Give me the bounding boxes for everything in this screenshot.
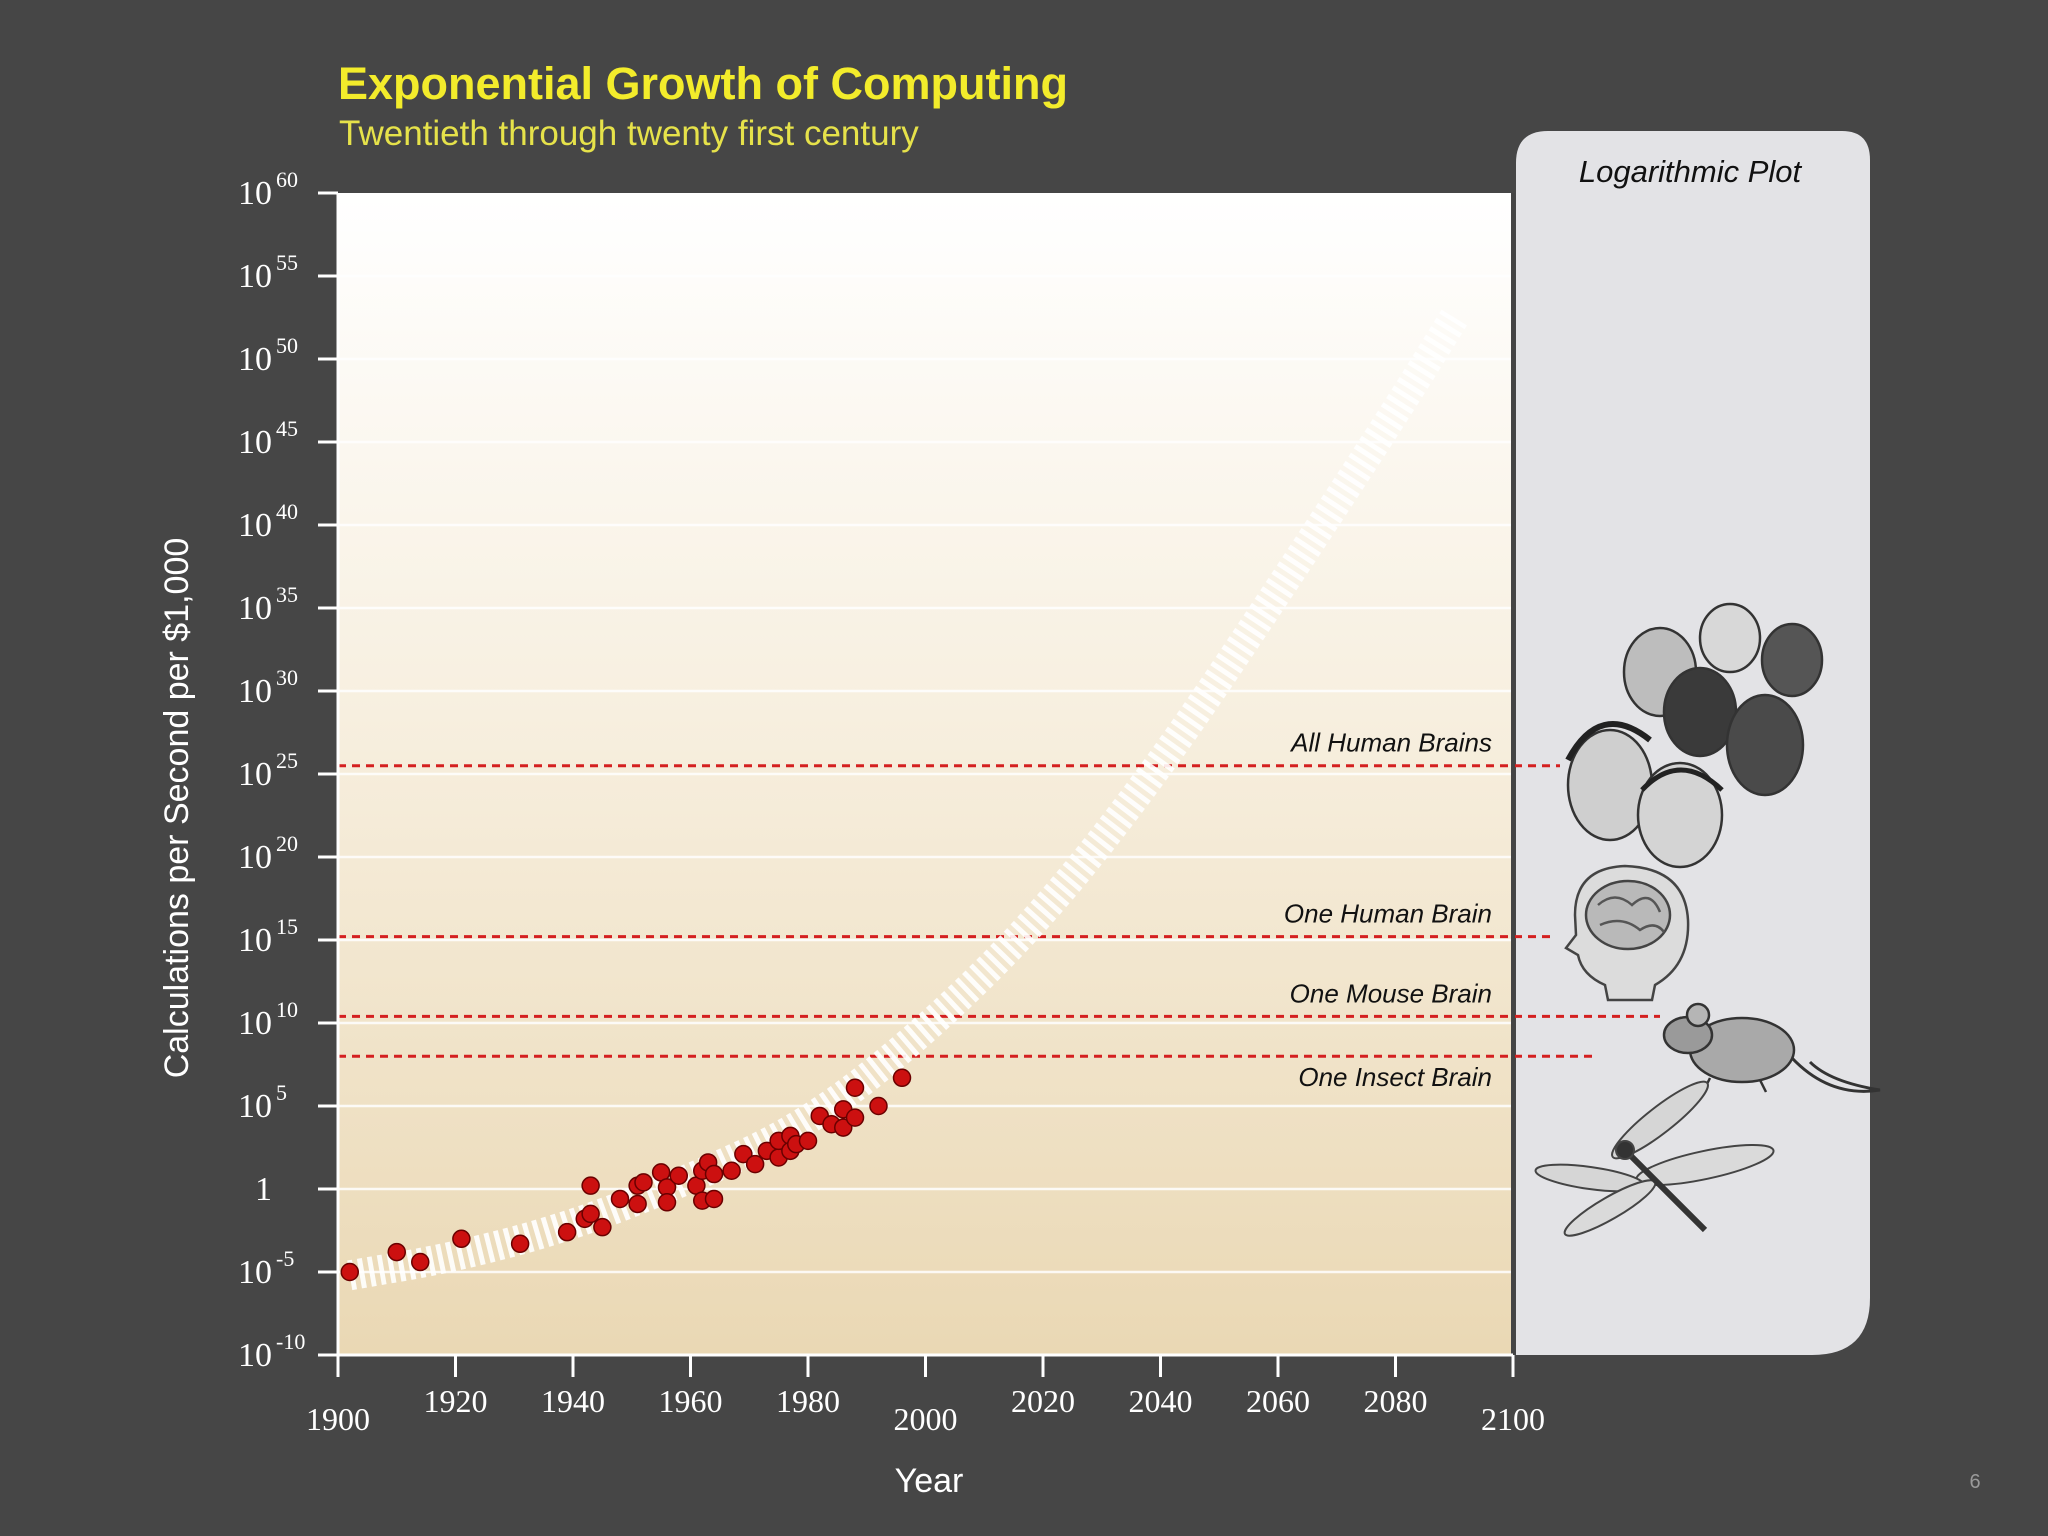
reference-lines: All Human Brains One Human Brain One Mouse… — [338, 728, 1660, 1092]
data-point — [845, 1078, 865, 1097]
gridlines — [338, 274, 1513, 1274]
y-tick-label: 10 — [238, 673, 272, 710]
y-tick-label: 10 — [238, 175, 272, 212]
y-tick-label: 1 — [255, 1171, 272, 1208]
data-point — [628, 1194, 647, 1214]
y-tick-exponent: 55 — [276, 250, 298, 275]
data-points — [340, 1068, 912, 1282]
data-point — [610, 1189, 630, 1209]
y-tick-exponent: 50 — [276, 333, 298, 358]
y-tick-exponent: 25 — [276, 748, 298, 773]
side-panel-title: Logarithmic Plot — [1579, 154, 1803, 189]
y-tick-exponent: 35 — [276, 582, 298, 607]
x-tick-label: 2040 — [1129, 1383, 1193, 1419]
data-point — [722, 1161, 741, 1180]
data-point — [452, 1229, 471, 1249]
x-tick-label: 1900 — [306, 1401, 370, 1437]
data-point — [581, 1176, 600, 1195]
y-tick-exponent: 15 — [276, 914, 298, 939]
x-tick-label: 1920 — [424, 1383, 488, 1419]
data-point — [845, 1108, 865, 1127]
x-axis-ticks: 1900 1920 1940 1960 1980 2000 2020 2040 2060 2080… — [306, 1355, 1545, 1437]
y-tick-label: 10 — [238, 1254, 272, 1291]
dragonfly-illustration — [1534, 1080, 1775, 1237]
data-point — [593, 1217, 612, 1237]
y-tick-label: 10 — [238, 1337, 272, 1374]
x-tick-label: 1960 — [659, 1383, 723, 1419]
brain-head-illustration — [1564, 864, 1690, 1002]
data-point — [581, 1204, 600, 1224]
data-point — [510, 1234, 530, 1254]
data-point — [340, 1262, 359, 1282]
x-tick-label: 2100 — [1481, 1401, 1545, 1437]
data-point — [745, 1154, 765, 1174]
reference-line-label: All Human Brains — [1289, 728, 1492, 758]
data-point — [387, 1242, 406, 1262]
x-tick-label: 1940 — [541, 1383, 605, 1419]
data-point — [704, 1164, 724, 1184]
data-point — [798, 1131, 818, 1151]
x-tick-label: 2080 — [1364, 1383, 1428, 1419]
reference-line-label: One Human Brain — [1284, 899, 1492, 929]
data-point — [734, 1144, 753, 1164]
x-axis-title: Year — [895, 1462, 964, 1500]
data-point — [657, 1193, 677, 1212]
x-tick-label: 2060 — [1246, 1383, 1310, 1419]
y-tick-label: 10 — [238, 922, 272, 959]
data-point — [557, 1222, 577, 1242]
y-tick-exponent: -10 — [276, 1329, 305, 1354]
page-number: 6 — [1969, 1471, 1980, 1493]
y-tick-exponent: 20 — [276, 831, 298, 856]
y-tick-exponent: 30 — [276, 665, 298, 690]
y-tick-label: 10 — [238, 424, 272, 461]
y-tick-exponent: 40 — [276, 499, 298, 524]
human-heads-illustration — [1565, 602, 1824, 869]
y-tick-label: 10 — [238, 507, 272, 544]
y-tick-exponent: 10 — [276, 997, 298, 1022]
y-tick-label: 10 — [238, 341, 272, 378]
x-tick-label: 2020 — [1011, 1383, 1075, 1419]
y-axis-title: Calculations per Second per $1,000 — [158, 538, 196, 1079]
data-point — [634, 1173, 653, 1192]
mouse-illustration — [1662, 1002, 1881, 1093]
reference-line-label: One Mouse Brain — [1290, 978, 1492, 1008]
y-tick-exponent: -5 — [276, 1246, 294, 1271]
x-tick-label: 1980 — [776, 1383, 840, 1419]
chart-subtitle: Twentieth through twenty first century — [339, 114, 919, 153]
data-point — [704, 1189, 724, 1209]
y-tick-label: 10 — [238, 839, 272, 876]
chart-title: Exponential Growth of Computing — [338, 58, 1068, 109]
data-point — [869, 1096, 888, 1116]
y-tick-exponent: 60 — [276, 167, 298, 192]
y-tick-label: 10 — [238, 1088, 272, 1125]
data-point — [669, 1166, 688, 1185]
y-tick-exponent: 45 — [276, 416, 298, 441]
x-tick-label: 2000 — [894, 1401, 958, 1437]
reference-line-label: One Insect Brain — [1298, 1062, 1492, 1092]
y-tick-label: 10 — [238, 590, 272, 627]
y-tick-label: 10 — [238, 258, 272, 295]
data-point — [411, 1252, 430, 1272]
data-point — [834, 1118, 853, 1137]
y-tick-label: 10 — [238, 756, 272, 793]
y-tick-label: 10 — [238, 1005, 272, 1042]
data-point — [892, 1068, 912, 1088]
y-tick-exponent: 5 — [276, 1080, 287, 1105]
